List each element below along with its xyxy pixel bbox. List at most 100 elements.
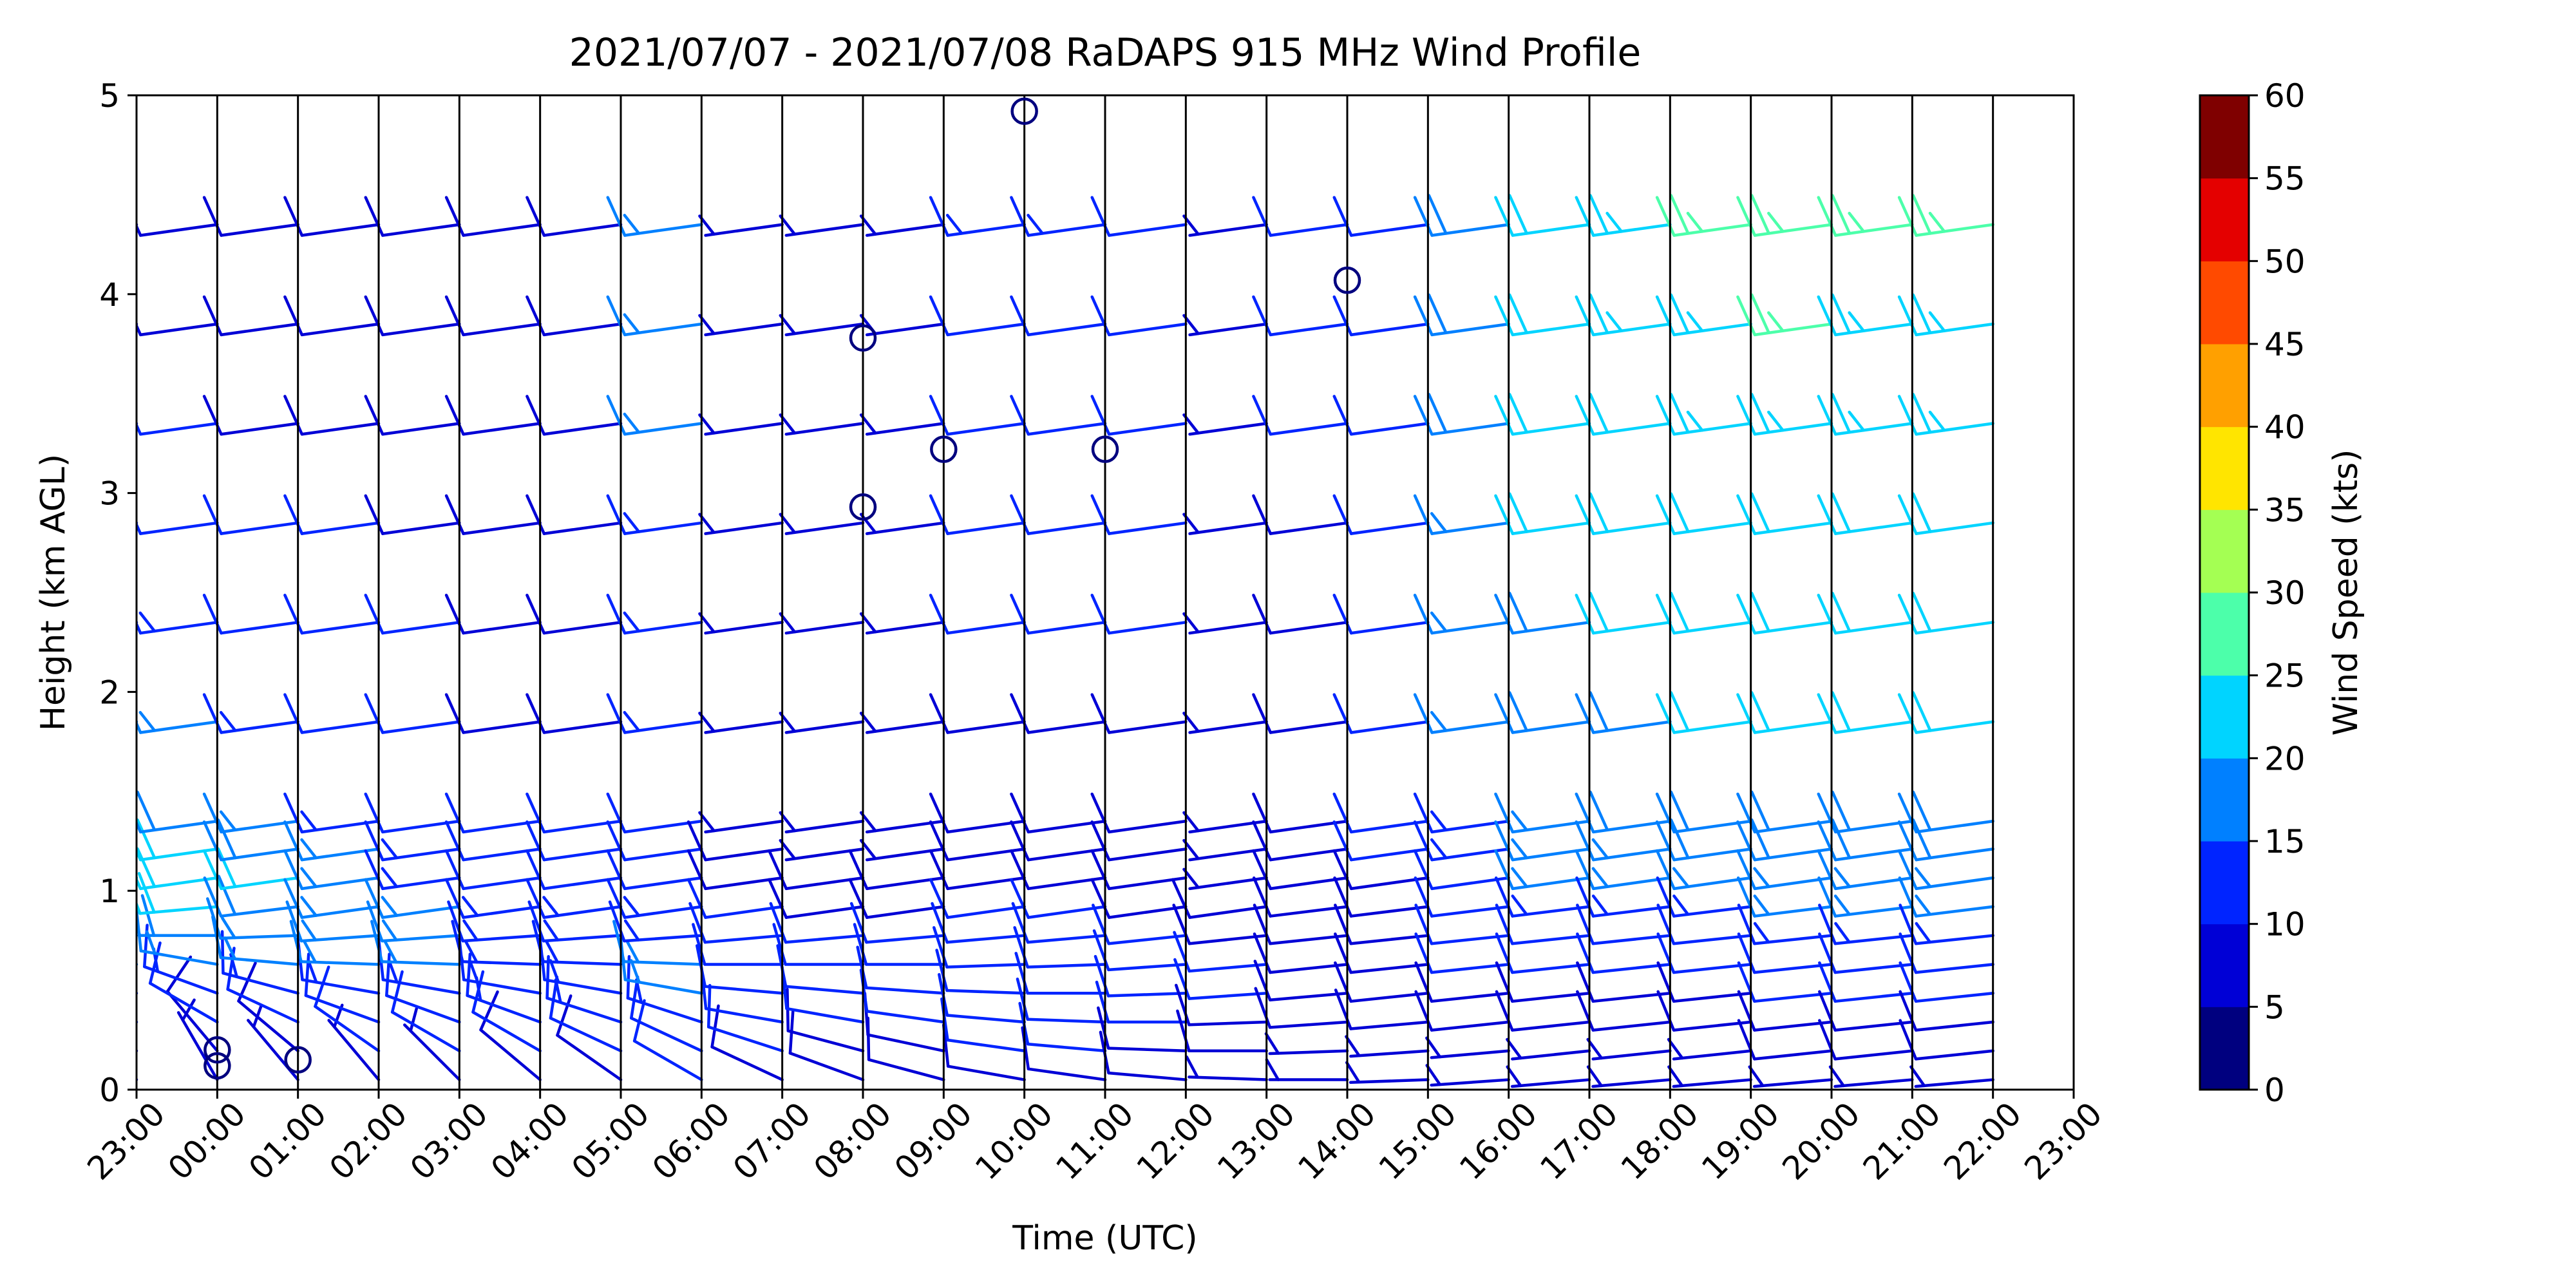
wind-barb bbox=[856, 945, 945, 995]
colorbar-segment bbox=[2200, 178, 2249, 261]
wind-barb bbox=[447, 900, 542, 943]
wind-barb bbox=[1334, 989, 1430, 1030]
wind-barb bbox=[769, 902, 865, 944]
wind-barb bbox=[137, 872, 219, 915]
wind-barb bbox=[1656, 933, 1752, 974]
wind-barb bbox=[1736, 691, 1833, 734]
colorbar-segment bbox=[2200, 95, 2249, 179]
wind-barb bbox=[1736, 393, 1833, 436]
wind-barb bbox=[1575, 393, 1672, 436]
wind-barb bbox=[137, 521, 219, 535]
wind-barb bbox=[137, 322, 219, 337]
wind-barb bbox=[1010, 494, 1107, 535]
wind-barb bbox=[1817, 293, 1914, 337]
wind-barb bbox=[283, 593, 381, 635]
wind-barb bbox=[283, 196, 381, 237]
wind-barb bbox=[1252, 295, 1349, 337]
wind-barb bbox=[1897, 790, 1994, 834]
wind-barb bbox=[1253, 960, 1349, 1001]
wind-barb bbox=[1090, 878, 1188, 919]
wind-barb bbox=[1494, 691, 1591, 734]
wind-barb bbox=[1737, 904, 1833, 945]
wind-barb bbox=[444, 196, 542, 237]
wind-barb bbox=[444, 878, 542, 919]
y-axis: 0 1 2 3 4 5 bbox=[99, 77, 137, 1109]
wind-barb bbox=[1494, 393, 1591, 436]
wind-barb bbox=[289, 920, 381, 966]
wind-barb bbox=[1090, 820, 1188, 862]
wind-barb bbox=[1494, 194, 1591, 237]
wind-barb bbox=[545, 955, 623, 1024]
wind-barb bbox=[929, 295, 1026, 337]
wind-barb bbox=[1737, 1019, 1833, 1061]
wind-barb bbox=[1897, 293, 1994, 337]
calm-wind-marker bbox=[849, 324, 877, 352]
wind-barb bbox=[1173, 931, 1268, 973]
wind-barb bbox=[1332, 295, 1430, 337]
wind-barb bbox=[1897, 492, 1994, 535]
wind-barb bbox=[1818, 904, 1914, 945]
wind-barb bbox=[1576, 990, 1672, 1032]
wind-barb bbox=[364, 295, 461, 337]
wind-barb bbox=[1817, 393, 1914, 436]
wind-barb bbox=[1737, 933, 1833, 974]
colorbar: 0 5 10 15 20 25 30 35 40 45 50 55 60 bbox=[2199, 77, 2306, 1109]
wind-barb bbox=[929, 593, 1026, 635]
wind-barb bbox=[1425, 1064, 1510, 1087]
wind-barb bbox=[1414, 961, 1510, 1003]
wind-barb bbox=[1899, 933, 1994, 974]
wind-barb bbox=[1818, 961, 1914, 1003]
wind-barb bbox=[1413, 494, 1510, 535]
wind-barb bbox=[1575, 492, 1672, 535]
wind-barb bbox=[1090, 295, 1188, 337]
wind-barb bbox=[935, 949, 1026, 995]
wind-barb bbox=[1094, 954, 1188, 998]
wind-barb bbox=[202, 593, 299, 635]
colorbar-tick-label: 45 bbox=[2264, 326, 2306, 363]
wind-barb bbox=[1655, 492, 1752, 535]
wind-barb bbox=[364, 878, 461, 919]
hourly-separator-lines bbox=[216, 95, 1994, 1090]
wind-barb bbox=[1414, 876, 1510, 918]
wind-barb bbox=[1413, 593, 1510, 635]
wind-barb bbox=[1013, 926, 1107, 969]
wind-barb bbox=[1899, 990, 1994, 1032]
wind-barb bbox=[1656, 990, 1752, 1032]
y-tick-label: 3 bbox=[99, 475, 120, 513]
wind-barb bbox=[1011, 902, 1107, 944]
wind-barb bbox=[1252, 593, 1349, 635]
y-tick-label: 5 bbox=[99, 77, 120, 115]
colorbar-segment bbox=[2200, 426, 2249, 510]
colorbar-segment bbox=[2200, 509, 2249, 593]
wind-barb bbox=[1575, 876, 1672, 918]
wind-barb bbox=[444, 593, 542, 635]
wind-barb bbox=[526, 395, 623, 436]
wind-barb bbox=[1010, 196, 1107, 237]
wind-barb bbox=[1414, 904, 1510, 945]
wind-barb bbox=[1736, 876, 1833, 918]
wind-barb bbox=[853, 923, 945, 966]
colorbar-segment bbox=[2200, 758, 2249, 842]
wind-barb bbox=[1413, 693, 1510, 734]
wind-barb bbox=[1334, 904, 1430, 945]
wind-barb bbox=[1254, 987, 1349, 1029]
wind-barb bbox=[1014, 951, 1107, 995]
wind-barb bbox=[526, 494, 623, 535]
wind-barb bbox=[283, 693, 381, 734]
colorbar-tick-label: 40 bbox=[2264, 409, 2306, 446]
wind-barb bbox=[526, 593, 623, 635]
colorbar-tick-label: 20 bbox=[2264, 740, 2306, 777]
wind-barb bbox=[1173, 958, 1268, 1000]
wind-barb bbox=[1252, 395, 1349, 436]
wind-barb bbox=[202, 196, 299, 237]
colorbar-segment bbox=[2200, 1007, 2249, 1090]
wind-barb bbox=[1090, 196, 1188, 237]
colorbar-segment bbox=[2200, 675, 2249, 759]
wind-barb bbox=[1092, 929, 1188, 972]
wind-barb bbox=[366, 900, 461, 943]
calm-wind-marker bbox=[930, 435, 958, 463]
wind-barb bbox=[1090, 395, 1188, 436]
y-axis-label: Height (km AGL) bbox=[34, 454, 73, 731]
wind-barb bbox=[1345, 1061, 1430, 1084]
y-tick-label: 0 bbox=[99, 1072, 120, 1109]
